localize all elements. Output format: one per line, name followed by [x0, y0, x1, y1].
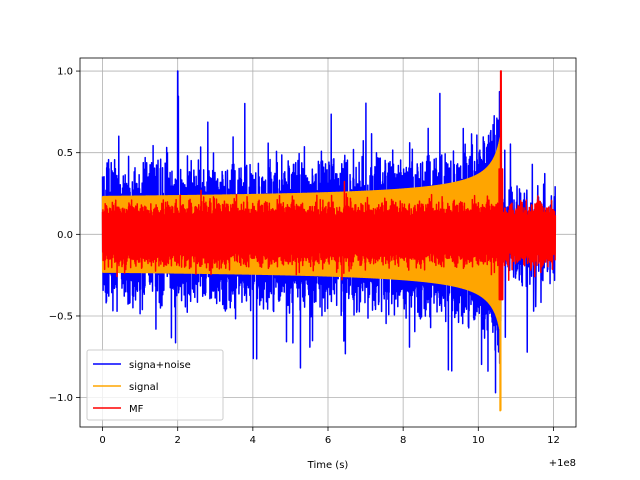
series-line-mf: [101, 70, 557, 301]
legend-item-signa-noise: signa+noise: [93, 360, 191, 371]
x-tick-label: 2: [175, 435, 181, 446]
legend-item-mf: MF: [93, 404, 144, 415]
y-tick-label: −1.0: [49, 393, 73, 404]
x-axis: 0 2 4 6 8 10 12: [99, 427, 560, 446]
y-axis: −1.0 −0.5 0.0 0.5 1.0: [49, 67, 80, 404]
legend-label-signa-noise: signa+noise: [129, 360, 191, 371]
x-tick-label: 8: [400, 435, 406, 446]
y-tick-label: 0.5: [57, 148, 73, 159]
x-tick-label: 12: [547, 435, 560, 446]
legend-label-signal: signal: [129, 382, 159, 393]
x-axis-label: Time (s): [307, 460, 349, 471]
legend-box: [86, 349, 224, 421]
series-line-signa-noise: [101, 70, 557, 394]
y-tick-label: −0.5: [49, 311, 73, 322]
x-tick-label: 0: [99, 435, 105, 446]
y-tick-label: 1.0: [57, 67, 73, 78]
x-tick-label: 10: [472, 435, 485, 446]
y-tick-label: 0.0: [57, 230, 73, 241]
x-tick-label: 6: [325, 435, 331, 446]
x-offset-label: +1e8: [549, 458, 576, 469]
legend-label-mf: MF: [129, 404, 144, 415]
x-tick-label: 4: [250, 435, 256, 446]
series-group: [101, 70, 557, 412]
legend-item-signal: signal: [93, 382, 159, 393]
legend: signa+noise signal MF: [86, 349, 224, 421]
